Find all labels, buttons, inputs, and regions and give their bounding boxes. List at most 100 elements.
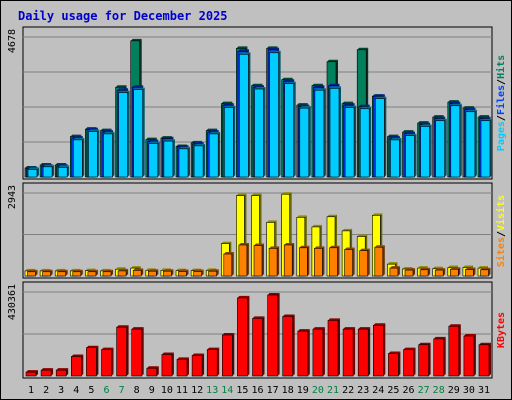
sites-bar-top	[314, 246, 325, 249]
sites-bar-top	[359, 248, 370, 251]
sites-bar	[419, 269, 429, 277]
sites-bar-side	[307, 245, 310, 276]
sites-bar	[298, 247, 308, 277]
sites-bar-side	[322, 246, 325, 276]
visits-bar-top	[115, 267, 126, 270]
pages-bar-side	[444, 118, 447, 177]
kbytes-bar-top	[418, 342, 431, 345]
sites-bar	[132, 270, 142, 277]
kbytes-bar-top	[358, 327, 371, 330]
pages-bar-side	[399, 137, 402, 177]
panels: 4678Pages/Files/Hits2943Sites/Visits4303…	[7, 26, 507, 379]
pages-bar	[163, 140, 174, 178]
sites-bar-side	[337, 245, 340, 276]
sites-bar-top	[193, 269, 204, 272]
kbytes-bar-side	[383, 323, 386, 376]
visits-bar-top	[447, 265, 458, 268]
pages-bar	[254, 88, 264, 178]
hits-bar-top	[115, 85, 127, 88]
kbytes-bar-side	[277, 292, 280, 376]
kbytes-bar-side	[368, 327, 371, 376]
sites-bar-top	[389, 266, 400, 269]
sites-bar	[117, 270, 127, 277]
kbytes-bar-top	[282, 314, 295, 317]
x-tick-label: 2	[43, 385, 49, 396]
pages-bar	[42, 166, 53, 178]
x-tick-label: 24	[372, 385, 384, 396]
pages-bar-top	[284, 81, 296, 84]
sites-bar	[389, 267, 399, 277]
pages-bar-side	[157, 141, 160, 177]
legend-pages: Pages	[496, 121, 507, 151]
sites-bar-top	[269, 246, 280, 249]
pages-bar	[224, 107, 234, 178]
x-tick-label: 4	[73, 385, 79, 396]
sites-bar	[208, 270, 217, 277]
sites-bar-top	[238, 242, 249, 245]
sites-bar-side	[246, 242, 249, 276]
pages-bar	[118, 92, 128, 178]
kbytes-bar-side	[141, 327, 144, 376]
pages-bar	[359, 108, 370, 178]
sites-bar	[223, 253, 233, 277]
pages-bar	[239, 53, 249, 178]
kbytes-bar-side	[247, 295, 250, 376]
kbytes-bar-side	[262, 316, 265, 376]
ymax-label: 430361	[7, 284, 18, 320]
kbytes-bar	[206, 349, 218, 377]
sites-bar-top	[163, 269, 174, 272]
files-bar-top	[449, 101, 461, 104]
visits-bar-top	[266, 220, 277, 223]
x-tick-label: 22	[342, 385, 354, 396]
pages-bar-top	[435, 118, 447, 121]
files-bar-top	[388, 136, 400, 139]
kbytes-bar-top	[222, 333, 235, 336]
kbytes-bar	[372, 324, 384, 377]
sites-bar-side	[458, 267, 461, 276]
kbytes-bar	[403, 349, 414, 377]
pages-bar	[314, 89, 325, 178]
kbytes-bar	[116, 326, 127, 377]
x-tick-label: 5	[88, 385, 94, 396]
kbytes-bar-side	[338, 318, 340, 376]
kbytes-bar-side	[156, 366, 159, 376]
sites-bar-side	[367, 248, 370, 276]
sites-bar-top	[208, 269, 219, 272]
pages-bar-top	[179, 146, 190, 149]
kbytes-bar	[40, 369, 52, 377]
pages-bar	[193, 145, 204, 178]
kbytes-bar-top	[116, 325, 129, 328]
visits-bar-top	[130, 266, 141, 269]
kbytes-bar-top	[479, 342, 491, 345]
sites-bar-side	[488, 267, 491, 276]
visits-bar-top	[342, 228, 353, 231]
kbytes-bar	[252, 318, 263, 377]
sites-bar-side	[111, 269, 113, 276]
kbytes-bar-side	[36, 370, 38, 376]
pages-bar-side	[97, 129, 100, 177]
kbytes-bar-top	[146, 366, 159, 369]
x-tick-label: 12	[191, 385, 203, 396]
kbytes-bar-side	[217, 347, 220, 376]
x-tick-label: 11	[176, 385, 188, 396]
files-bar-top	[237, 49, 249, 52]
sites-bar	[404, 269, 414, 277]
pages-bar-top	[375, 96, 387, 99]
pages-bar	[450, 105, 461, 178]
pages-bar	[133, 89, 143, 178]
kbytes-bar	[161, 354, 173, 377]
kbytes-bar-side	[428, 342, 431, 376]
pages-bar-side	[52, 164, 55, 177]
files-bar-top	[479, 116, 491, 119]
visits-bar-top	[221, 241, 232, 244]
sites-bar-side	[201, 269, 204, 276]
sites-bar-side	[126, 268, 129, 276]
pages-bar-top	[360, 106, 372, 109]
kbytes-bar	[312, 328, 324, 377]
pages-bar-side	[233, 105, 236, 177]
kbytes-bar	[25, 371, 37, 377]
kbytes-bar	[191, 355, 203, 377]
sites-bar-side	[262, 243, 264, 276]
chart-title: Daily usage for December 2025	[18, 9, 228, 23]
